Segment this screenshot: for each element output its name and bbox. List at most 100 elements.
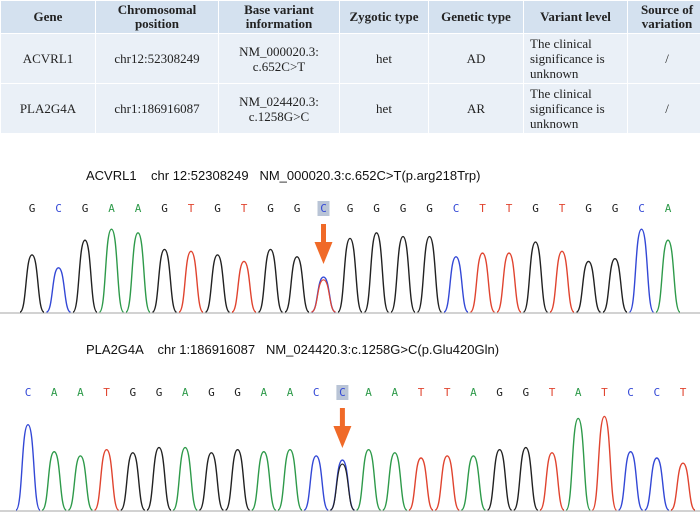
table-header-row: Gene Chromosomal position Base variant i… bbox=[0, 0, 700, 34]
base-call-11: C bbox=[320, 202, 327, 215]
col-header-base-variant: Base variant information bbox=[218, 0, 340, 34]
base-call-3: A bbox=[108, 202, 115, 215]
base-call-13: A bbox=[365, 386, 372, 399]
cell-level: The clinical significance is unknown bbox=[523, 83, 628, 134]
base-call-22: T bbox=[601, 386, 608, 399]
peak-G-9 bbox=[257, 248, 284, 313]
peak-A-10 bbox=[277, 448, 303, 511]
variant-arrow-shaft bbox=[321, 224, 326, 244]
peak-A-6 bbox=[172, 446, 198, 511]
variant-highlight bbox=[336, 385, 349, 400]
cell-position: chr12:52308249 bbox=[95, 33, 219, 84]
peak-C-1 bbox=[45, 267, 72, 313]
peak-secondary-G bbox=[329, 463, 355, 511]
peak-C-24 bbox=[644, 457, 670, 511]
base-call-8: T bbox=[241, 202, 248, 215]
peak-A-24 bbox=[655, 239, 681, 313]
peak-G-19 bbox=[513, 446, 539, 511]
base-call-8: G bbox=[234, 386, 241, 399]
peak-A-14 bbox=[382, 452, 408, 511]
base-call-14: G bbox=[400, 202, 407, 215]
variant-arrow-icon bbox=[333, 426, 352, 448]
base-call-7: G bbox=[214, 202, 221, 215]
cell-source: / bbox=[627, 33, 700, 84]
trace-1-title: ACVRL1 chr 12:52308249 NM_000020.3:c.652… bbox=[86, 168, 481, 183]
trace-2-title: PLA2G4A chr 1:186916087 NM_024420.3:c.12… bbox=[86, 342, 500, 357]
base-call-17: A bbox=[470, 386, 477, 399]
cell-variant: NM_000020.3: c.652C>T bbox=[218, 33, 340, 84]
base-call-15: G bbox=[426, 202, 433, 215]
peak-C-16 bbox=[443, 256, 469, 313]
peak-G-18 bbox=[486, 448, 513, 511]
peak-G-12 bbox=[337, 237, 363, 313]
base-call-19: G bbox=[532, 202, 539, 215]
peak-G-22 bbox=[602, 257, 628, 313]
peak-G-7 bbox=[198, 452, 225, 511]
cell-source: / bbox=[627, 83, 700, 134]
col-header-variant-level: Variant level bbox=[523, 0, 628, 34]
cell-zygotic: het bbox=[339, 83, 429, 134]
cell-variant: NM_024420.3: c.1258G>C bbox=[218, 83, 340, 134]
base-call-23: C bbox=[638, 202, 645, 215]
base-call-21: A bbox=[575, 386, 582, 399]
peak-C-11 bbox=[303, 455, 329, 511]
peak-T-18 bbox=[496, 252, 522, 313]
base-call-1: A bbox=[51, 386, 58, 399]
peak-A-13 bbox=[355, 448, 382, 511]
base-call-11: C bbox=[313, 386, 320, 399]
cell-zygotic: het bbox=[339, 33, 429, 84]
col-header-gene: Gene bbox=[0, 0, 96, 34]
peak-secondary-T bbox=[311, 279, 336, 313]
cell-genetic: AD bbox=[428, 33, 524, 84]
peak-G-14 bbox=[390, 235, 416, 313]
peak-G-7 bbox=[204, 254, 231, 313]
peak-A-17 bbox=[460, 455, 487, 511]
peak-T-15 bbox=[408, 457, 434, 511]
peak-A-3 bbox=[98, 228, 125, 313]
peak-C-23 bbox=[628, 228, 655, 313]
peak-C-0 bbox=[15, 424, 41, 511]
base-call-4: G bbox=[129, 386, 136, 399]
base-call-18: G bbox=[496, 386, 503, 399]
variant-highlight bbox=[317, 201, 330, 216]
base-call-14: A bbox=[391, 386, 398, 399]
variant-table: Gene Chromosomal position Base variant i… bbox=[0, 0, 700, 134]
base-call-2: G bbox=[82, 202, 89, 215]
peak-T-20 bbox=[539, 452, 565, 511]
peak-G-21 bbox=[575, 260, 602, 313]
base-call-10: G bbox=[294, 202, 301, 215]
peak-G-5 bbox=[146, 446, 172, 511]
peak-T-25 bbox=[670, 462, 696, 511]
col-header-chromosomal-position: Chromosomal position bbox=[95, 0, 219, 34]
base-call-12: C bbox=[339, 386, 346, 399]
peak-G-8 bbox=[224, 448, 251, 511]
col-header-zygotic-type: Zygotic type bbox=[339, 0, 429, 34]
peak-T-20 bbox=[549, 250, 575, 313]
base-call-9: A bbox=[260, 386, 267, 399]
peak-T-16 bbox=[434, 455, 460, 511]
peak-A-2 bbox=[67, 455, 94, 511]
peak-T-8 bbox=[231, 260, 257, 313]
peak-G-2 bbox=[72, 239, 98, 313]
base-call-20: T bbox=[549, 386, 556, 399]
cell-genetic: AR bbox=[428, 83, 524, 134]
base-call-6: T bbox=[188, 202, 195, 215]
peak-A-4 bbox=[125, 232, 151, 313]
base-call-15: T bbox=[418, 386, 425, 399]
base-call-13: G bbox=[373, 202, 380, 215]
cell-level: The clinical significance is unknown bbox=[523, 33, 628, 84]
peak-G-19 bbox=[522, 241, 549, 313]
peak-T-17 bbox=[469, 252, 496, 313]
table-row: ACVRL1 chr12:52308249 NM_000020.3: c.652… bbox=[0, 33, 700, 84]
peak-C-23 bbox=[617, 451, 644, 511]
peak-A-21 bbox=[565, 417, 591, 511]
peak-G-10 bbox=[284, 256, 310, 313]
col-header-genetic-type: Genetic type bbox=[428, 0, 524, 34]
base-call-6: A bbox=[182, 386, 189, 399]
peak-G-15 bbox=[416, 235, 443, 313]
base-call-16: T bbox=[444, 386, 451, 399]
cell-position: chr1:186916087 bbox=[95, 83, 219, 134]
base-call-7: G bbox=[208, 386, 215, 399]
